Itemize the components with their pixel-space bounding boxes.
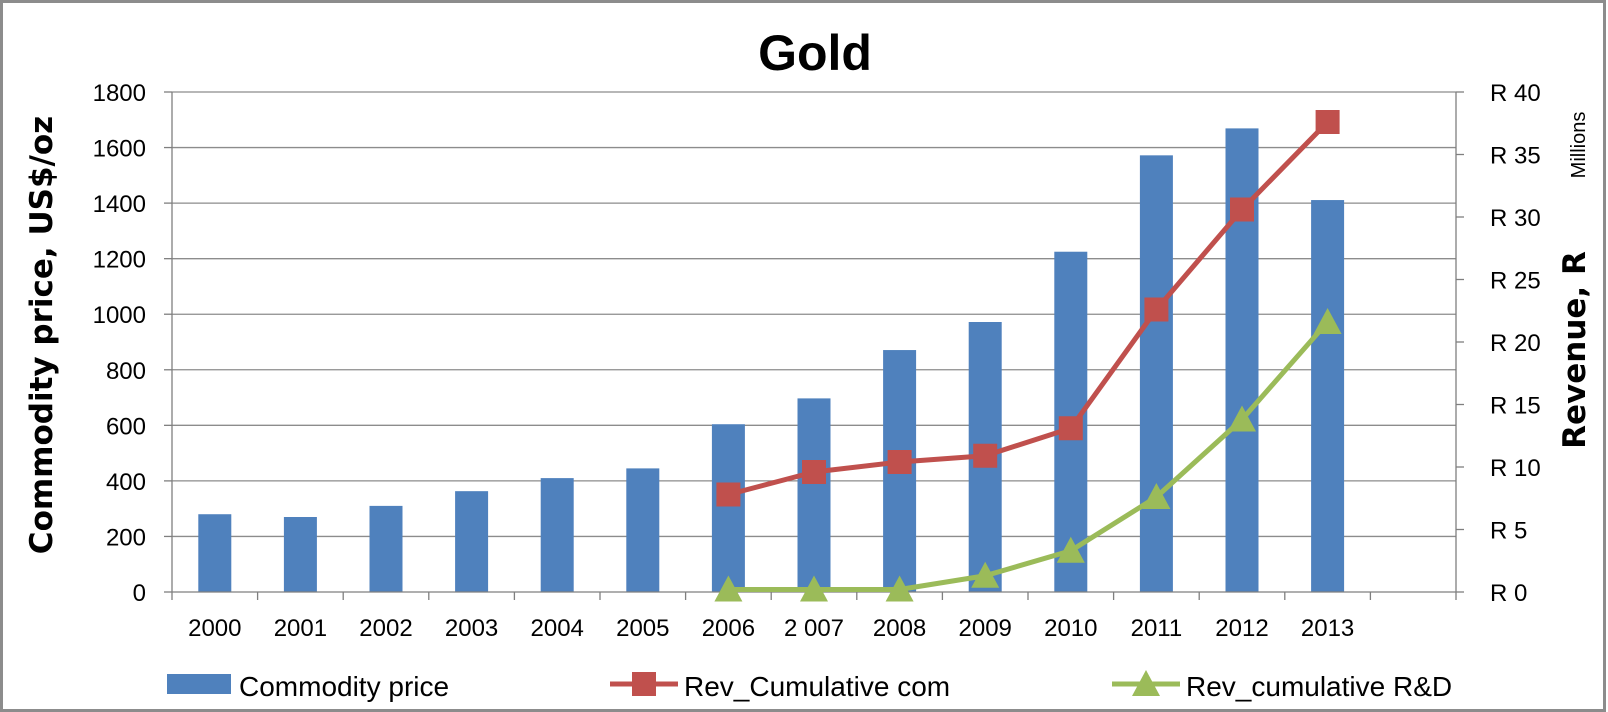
y-tick-label: 1000: [93, 302, 146, 329]
bar: [1311, 200, 1345, 593]
data-point: [716, 482, 741, 507]
x-tick-label: 2001: [274, 615, 327, 642]
legend-marker: [1132, 670, 1160, 696]
data-point: [1058, 416, 1083, 441]
line-series: [714, 110, 1342, 602]
y-tick-label: 200: [106, 524, 146, 551]
y2-tick-label: R 10: [1490, 455, 1541, 482]
x-tick-label: 2008: [873, 615, 926, 642]
data-point: [1144, 297, 1169, 322]
y2-tick-label: R 25: [1490, 268, 1541, 295]
x-tick-label: 2004: [531, 615, 584, 642]
data-point: [885, 575, 914, 602]
data-point: [1056, 536, 1085, 563]
data-point: [1142, 483, 1171, 509]
data-point: [1315, 110, 1340, 134]
legend-label: Rev_Cumulative com: [684, 671, 950, 702]
x-tick-label: 2002: [359, 615, 412, 642]
y-tick-label: 400: [106, 469, 146, 496]
y2-tick-label: R 35: [1490, 143, 1541, 170]
bar: [198, 514, 232, 592]
x-tick-label: 2006: [702, 615, 755, 642]
bar-series: [198, 128, 1345, 593]
chart-title: Gold: [758, 25, 872, 81]
x-tick-label: 2000: [188, 615, 241, 642]
x-tick-label: 2003: [445, 615, 498, 642]
y2-tick-label: R 40: [1490, 80, 1541, 107]
x-tick-label: 2009: [959, 615, 1012, 642]
y2-tick-label: R 0: [1490, 580, 1527, 607]
y2-units-label: Millions: [1568, 112, 1590, 179]
bar: [455, 491, 489, 592]
bar: [369, 505, 403, 592]
x-tick-label: 2010: [1044, 615, 1097, 642]
y-axis-title: Commodity price, US$/oz: [24, 116, 60, 554]
series-line: [728, 320, 1330, 592]
bar: [1139, 155, 1173, 593]
data-point: [1313, 308, 1342, 334]
x-tick-label: 2005: [616, 615, 669, 642]
legend-label: Rev_cumulative R&D: [1186, 671, 1452, 702]
y-tick-label: 800: [106, 358, 146, 385]
y2-tick-label: R 5: [1490, 518, 1527, 545]
legend: Commodity price Rev_Cumulative com Rev_cum…: [167, 670, 1452, 702]
x-tick-label: 2011: [1131, 615, 1183, 642]
bar: [797, 398, 831, 592]
y-tick-label: 0: [133, 580, 146, 607]
legend-label: Commodity price: [239, 671, 449, 702]
y2-tick-label: R 20: [1490, 330, 1541, 357]
bar: [540, 478, 574, 592]
y-tick-label: 1600: [93, 136, 146, 163]
data-point: [971, 561, 1000, 588]
x-tick-label: 2 007: [784, 615, 844, 642]
data-point: [800, 575, 828, 602]
data-point: [714, 575, 743, 602]
data-point: [1230, 197, 1254, 222]
y-tick-label: 1800: [93, 80, 146, 107]
y-tick-label: 1400: [93, 191, 146, 218]
legend-marker: [632, 672, 656, 696]
bar: [626, 468, 660, 592]
bar: [283, 517, 317, 592]
y-tick-label: 1200: [93, 247, 146, 274]
y2-tick-label: R 15: [1490, 393, 1541, 420]
data-point: [802, 460, 826, 484]
x-tick-label: 2013: [1301, 615, 1354, 642]
bar: [711, 424, 745, 592]
data-point: [1228, 405, 1256, 432]
series-line: [727, 120, 1330, 497]
tick-labels: 0 200 400 600 800 1000 1200 1400 1600 1800 R 0 R 5 R…: [93, 80, 1541, 642]
legend-swatch: [167, 674, 231, 694]
data-point: [887, 450, 912, 474]
y-tick-label: 600: [106, 413, 146, 440]
x-tick-label: 2012: [1215, 615, 1268, 642]
y2-axis-title: Revenue, R: [1557, 251, 1593, 449]
data-point: [973, 443, 998, 468]
y2-tick-label: R 30: [1490, 205, 1541, 232]
